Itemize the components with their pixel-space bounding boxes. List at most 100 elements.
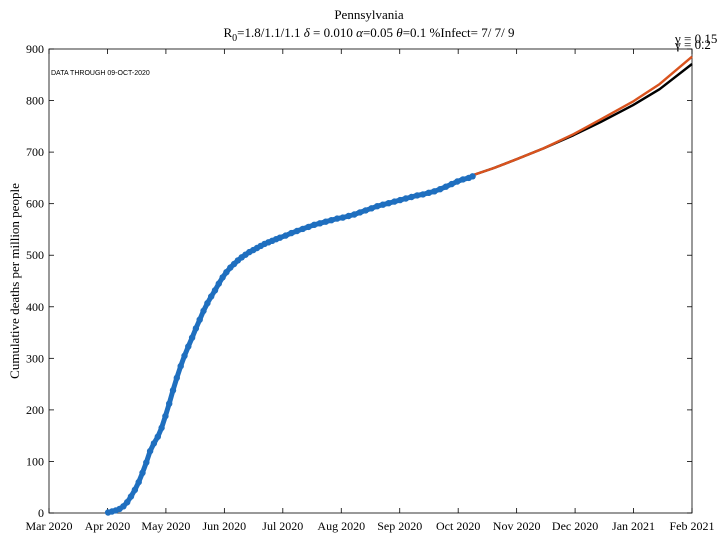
observed-point (442, 183, 450, 190)
observed-point (391, 198, 398, 205)
observed-point (166, 400, 173, 407)
subtitle-theta-symbol: θ (396, 25, 403, 40)
observed-point (192, 325, 200, 332)
observed-point (419, 191, 427, 198)
subtitle-delta-symbol: δ (304, 25, 311, 40)
series-labels: γ = 0.15γ = 0.2 (674, 31, 717, 52)
observed-point (146, 447, 154, 455)
x-tick-label: Aug 2020 (317, 519, 365, 533)
observed-point (293, 227, 301, 235)
observed-point (402, 195, 409, 202)
y-tick-label: 200 (26, 403, 44, 417)
projection-line (472, 63, 693, 177)
observed-point (131, 486, 139, 493)
x-tick-label: Jul 2020 (262, 519, 303, 533)
observed-point (448, 180, 455, 188)
subtitle-r0-label: R (224, 25, 233, 40)
observed-point (351, 211, 358, 218)
x-tick-label: Jan 2021 (612, 519, 655, 533)
observed-point (379, 201, 387, 208)
observed-point (425, 189, 432, 196)
x-tick-label: Oct 2020 (436, 519, 480, 533)
observed-point (454, 178, 461, 185)
observed-point (362, 207, 369, 214)
observed-point (345, 212, 352, 220)
observed-point (436, 186, 444, 193)
observed-point (305, 223, 312, 231)
x-tick-label: Nov 2020 (493, 519, 541, 533)
series-label: γ = 0.15 (674, 31, 717, 46)
observed-point (408, 193, 415, 201)
series-label: γ = 0.2 (674, 37, 711, 52)
observed-line (105, 173, 476, 515)
observed-point (196, 316, 203, 323)
observed-point (322, 218, 329, 225)
y-tick-label: 400 (26, 300, 44, 314)
subtitle-infect: %Infect= 7/ 7/ 9 (430, 25, 515, 40)
x-tick-label: May 2020 (141, 519, 190, 533)
observed-point (143, 459, 150, 466)
observed-point (385, 200, 392, 207)
observed-point (154, 433, 161, 440)
observed-point (162, 412, 169, 420)
subtitle-r0-value: =1.8/1.1/1.1 (237, 25, 300, 40)
series-layer (104, 55, 693, 516)
x-tick-label: Feb 2021 (670, 519, 715, 533)
observed-point (288, 229, 295, 237)
observed-point (188, 334, 196, 341)
y-tick-label: 600 (26, 197, 44, 211)
observed-point (311, 221, 318, 228)
observed-point (414, 192, 421, 199)
y-tick-label: 700 (26, 145, 44, 159)
projection-line (472, 55, 693, 177)
y-tick-label: 800 (26, 94, 44, 108)
observed-point (173, 374, 180, 382)
observed-point (219, 274, 226, 281)
observed-point (150, 440, 158, 447)
observed-point (208, 293, 215, 300)
x-tick-label: Sep 2020 (377, 519, 422, 533)
observed-point (356, 209, 364, 216)
observed-point (124, 499, 131, 506)
y-tick-label: 0 (38, 506, 44, 520)
x-tick-label: Apr 2020 (85, 519, 131, 533)
subtitle-alpha-symbol: α (356, 25, 364, 40)
plot-frame (48, 48, 693, 514)
observed-point (127, 493, 135, 500)
observed-point (211, 287, 219, 294)
observed-point (120, 503, 127, 510)
observed-point (215, 280, 222, 287)
observed-point (299, 225, 306, 233)
observed-point (469, 173, 476, 180)
observed-point (177, 362, 184, 370)
observed-point (139, 469, 146, 476)
y-tick-label: 300 (26, 351, 44, 365)
data-through-annotation: DATA THROUGH 09-OCT-2020 (51, 70, 150, 77)
observed-point (223, 269, 230, 276)
observed-point (282, 232, 289, 239)
y-tick-label: 500 (26, 248, 44, 262)
observed-point (396, 196, 404, 204)
x-tick-label: Dec 2020 (552, 519, 598, 533)
subtitle-delta-value: = 0.010 (310, 25, 353, 40)
observed-point (169, 387, 177, 394)
chart-title: Pennsylvania (334, 7, 404, 22)
observed-point (158, 424, 165, 432)
observed-point (185, 343, 192, 350)
subtitle-r0-sub: 0 (232, 33, 237, 44)
y-tick-label: 100 (26, 454, 44, 468)
observed-point (316, 220, 324, 227)
subtitle-alpha-value: =0.05 (363, 25, 393, 40)
observed-point (333, 215, 341, 222)
x-tick-label: Jun 2020 (203, 519, 247, 533)
observed-point (431, 188, 438, 195)
chart-subtitle: R0=1.8/1.1/1.1 δ = 0.010 α=0.05 θ=0.1 %I… (224, 25, 515, 44)
axes: 0 100 200 300 400 500 600 700 800 900 Mar 2020 Apr … (26, 42, 715, 533)
observed-point (181, 352, 188, 359)
observed-point (328, 217, 335, 224)
observed-point (200, 307, 207, 315)
observed-point (374, 203, 381, 210)
subtitle-theta-value: =0.1 (403, 25, 427, 40)
y-axis-label: Cumulative deaths per million people (7, 183, 22, 379)
